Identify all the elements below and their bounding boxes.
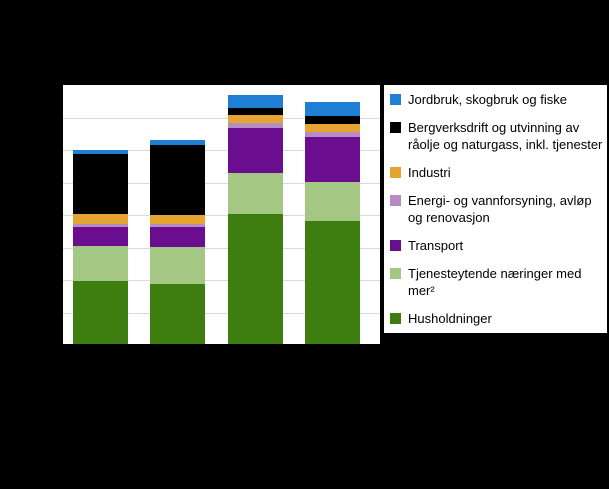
- gridline: [62, 313, 380, 314]
- bar-segment: [150, 247, 205, 284]
- bar-segment: [150, 227, 205, 247]
- stacked-bar-4: [305, 85, 360, 344]
- legend-label: Industri: [408, 165, 451, 180]
- bar-segment: [305, 182, 360, 221]
- bar-segment: [228, 115, 283, 123]
- legend-label: Energi- og vannforsyning, avløp og renov…: [408, 193, 592, 225]
- bar-segment: [305, 102, 360, 116]
- bar-segment: [228, 95, 283, 108]
- legend: Jordbruk, skogbruk og fiske Bergverksdrif…: [384, 85, 607, 333]
- gridline: [62, 150, 380, 151]
- bar-segment: [150, 145, 205, 215]
- legend-label: Husholdninger: [408, 311, 492, 326]
- bar-segment: [305, 137, 360, 182]
- gridline: [62, 280, 380, 281]
- bar-segment: [73, 154, 128, 214]
- bar-segment: [150, 224, 205, 227]
- legend-swatch-icon: [390, 122, 401, 133]
- bar-segment: [305, 124, 360, 132]
- bar-segment: [305, 132, 360, 137]
- legend-item: Husholdninger: [388, 310, 603, 327]
- bar-segment: [73, 224, 128, 227]
- legend-item: Transport: [388, 237, 603, 254]
- stacked-bar-1: [73, 85, 128, 344]
- bar-segment: [228, 123, 283, 128]
- bar-segment: [305, 221, 360, 344]
- legend-item: Tjenesteytende næringer med mer²: [388, 265, 603, 299]
- legend-swatch-icon: [390, 313, 401, 324]
- x-axis-line: [62, 344, 380, 345]
- bar-segment: [228, 108, 283, 115]
- legend-label: Jordbruk, skogbruk og fiske: [408, 92, 567, 107]
- legend-swatch-icon: [390, 240, 401, 251]
- bar-segment: [305, 116, 360, 124]
- gridline: [62, 118, 380, 119]
- bar-segment: [73, 246, 128, 281]
- legend-swatch-icon: [390, 268, 401, 279]
- bar-segment: [73, 281, 128, 344]
- legend-item: Jordbruk, skogbruk og fiske: [388, 91, 603, 108]
- legend-item: Industri: [388, 164, 603, 181]
- bar-segment: [73, 150, 128, 154]
- legend-label: Tjenesteytende næringer med mer²: [408, 266, 582, 298]
- stacked-bar-2: [150, 85, 205, 344]
- bar-segment: [150, 284, 205, 344]
- legend-item: Energi- og vannforsyning, avløp og renov…: [388, 192, 603, 226]
- y-axis-line: [62, 85, 63, 345]
- bar-segment: [73, 214, 128, 224]
- bar-segment: [228, 128, 283, 173]
- legend-swatch-icon: [390, 167, 401, 178]
- plot-area: [62, 85, 380, 345]
- legend-swatch-icon: [390, 94, 401, 105]
- bar-segment: [228, 173, 283, 214]
- bar-segment: [73, 227, 128, 246]
- legend-item: Bergverksdrift og utvinning av råolje og…: [388, 119, 603, 153]
- gridline: [62, 183, 380, 184]
- legend-swatch-icon: [390, 195, 401, 206]
- stacked-bar-3: [228, 85, 283, 344]
- legend-label: Transport: [408, 238, 464, 253]
- gridline: [62, 248, 380, 249]
- bar-segment: [228, 214, 283, 344]
- gridline: [62, 215, 380, 216]
- bar-segment: [150, 215, 205, 224]
- legend-label: Bergverksdrift og utvinning av råolje og…: [408, 120, 603, 152]
- bar-segment: [150, 140, 205, 145]
